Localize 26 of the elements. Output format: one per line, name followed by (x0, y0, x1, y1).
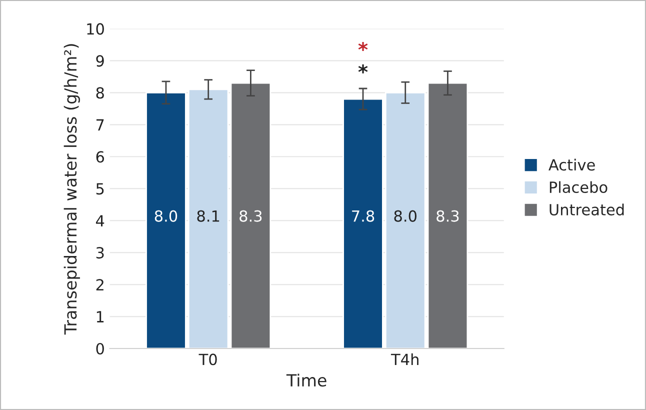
data-label: 8.3 (240, 210, 262, 222)
y-tick-label: 0 (96, 342, 104, 355)
y-tick-label: 8 (96, 87, 104, 99)
y-tick-label: 3 (96, 247, 104, 259)
legend-label: Placebo (550, 181, 608, 194)
y-axis-title: Transepidermal water loss (g/h/m²) (64, 44, 80, 335)
annotation: * (358, 42, 368, 52)
annotation: * (358, 64, 368, 74)
y-tick-label: 7 (96, 119, 104, 130)
x-tick-label: T4h (390, 353, 418, 365)
y-tick-label: 2 (96, 279, 104, 290)
x-tick-label: T0 (198, 354, 217, 366)
data-label: 8.0 (154, 210, 178, 222)
data-label: 8.1 (197, 210, 220, 222)
y-tick-label: 9 (96, 55, 104, 67)
y-tick-label: 6 (96, 151, 104, 163)
data-label: 8.3 (436, 210, 459, 222)
data-label: 7.8 (352, 210, 374, 222)
y-tick-label: 4 (96, 215, 104, 226)
y-tick-label: 5 (96, 183, 104, 195)
y-tick-label: 1 (96, 311, 104, 322)
legend-label: Untreated (550, 204, 624, 216)
y-tick-label: 10 (87, 23, 104, 35)
x-axis-title: Time (286, 374, 326, 387)
legend-label: Active (548, 158, 595, 171)
data-label: 8.0 (394, 210, 416, 222)
